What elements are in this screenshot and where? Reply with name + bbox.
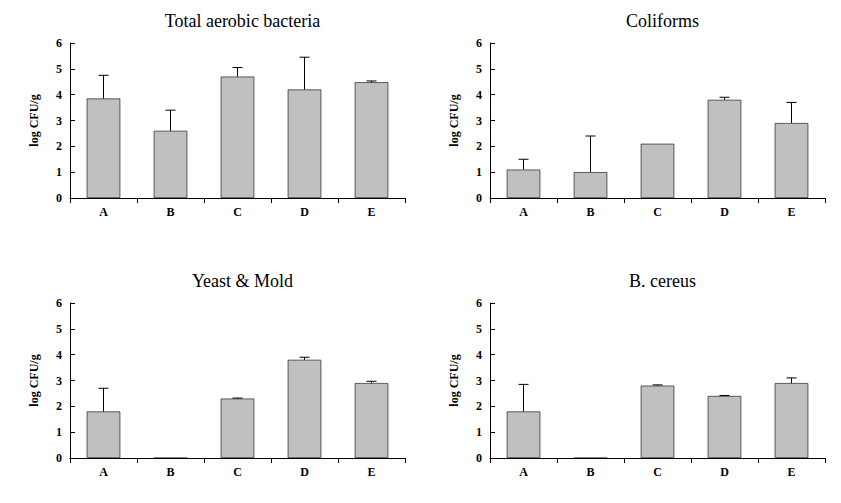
svg-text:C: C — [233, 465, 242, 479]
svg-text:6: 6 — [476, 296, 482, 310]
svg-text:6: 6 — [56, 296, 62, 310]
svg-text:B: B — [586, 205, 594, 219]
svg-text:D: D — [720, 465, 729, 479]
svg-text:4: 4 — [56, 348, 62, 362]
svg-text:E: E — [787, 465, 795, 479]
svg-text:5: 5 — [56, 62, 62, 76]
svg-text:D: D — [720, 205, 729, 219]
svg-text:B: B — [586, 465, 594, 479]
svg-text:5: 5 — [476, 62, 482, 76]
svg-text:1: 1 — [56, 425, 62, 439]
svg-text:log CFU/g: log CFU/g — [447, 354, 461, 406]
svg-text:3: 3 — [56, 374, 62, 388]
svg-text:1: 1 — [56, 165, 62, 179]
svg-text:0: 0 — [476, 451, 482, 465]
svg-text:4: 4 — [476, 348, 482, 362]
svg-text:3: 3 — [56, 114, 62, 128]
svg-text:0: 0 — [56, 451, 62, 465]
svg-text:2: 2 — [476, 399, 482, 413]
svg-text:Total aerobic bacteria: Total aerobic bacteria — [165, 11, 321, 31]
svg-text:C: C — [653, 465, 662, 479]
svg-text:4: 4 — [56, 88, 62, 102]
svg-text:A: A — [519, 465, 528, 479]
svg-text:5: 5 — [56, 322, 62, 336]
svg-text:D: D — [300, 465, 309, 479]
svg-text:1: 1 — [476, 425, 482, 439]
svg-text:2: 2 — [56, 139, 62, 153]
svg-text:A: A — [99, 465, 108, 479]
svg-text:A: A — [519, 205, 528, 219]
svg-text:5: 5 — [476, 322, 482, 336]
svg-text:log CFU/g: log CFU/g — [447, 94, 461, 146]
svg-text:Yeast & Mold: Yeast & Mold — [192, 271, 293, 291]
svg-text:C: C — [233, 205, 242, 219]
svg-text:0: 0 — [56, 191, 62, 205]
svg-text:E: E — [367, 465, 375, 479]
svg-text:D: D — [300, 205, 309, 219]
svg-text:E: E — [787, 205, 795, 219]
svg-text:B: B — [166, 465, 174, 479]
svg-text:4: 4 — [476, 88, 482, 102]
svg-text:E: E — [367, 205, 375, 219]
svg-text:3: 3 — [476, 114, 482, 128]
svg-text:C: C — [653, 205, 662, 219]
svg-text:log CFU/g: log CFU/g — [27, 354, 41, 406]
svg-text:0: 0 — [476, 191, 482, 205]
svg-text:6: 6 — [476, 36, 482, 50]
svg-text:Coliforms: Coliforms — [626, 11, 699, 31]
svg-text:6: 6 — [56, 36, 62, 50]
svg-text:2: 2 — [56, 399, 62, 413]
svg-text:2: 2 — [476, 139, 482, 153]
svg-text:1: 1 — [476, 165, 482, 179]
svg-text:A: A — [99, 205, 108, 219]
svg-text:B: B — [166, 205, 174, 219]
svg-text:log CFU/g: log CFU/g — [27, 94, 41, 146]
svg-text:B. cereus: B. cereus — [629, 271, 696, 291]
svg-text:3: 3 — [476, 374, 482, 388]
